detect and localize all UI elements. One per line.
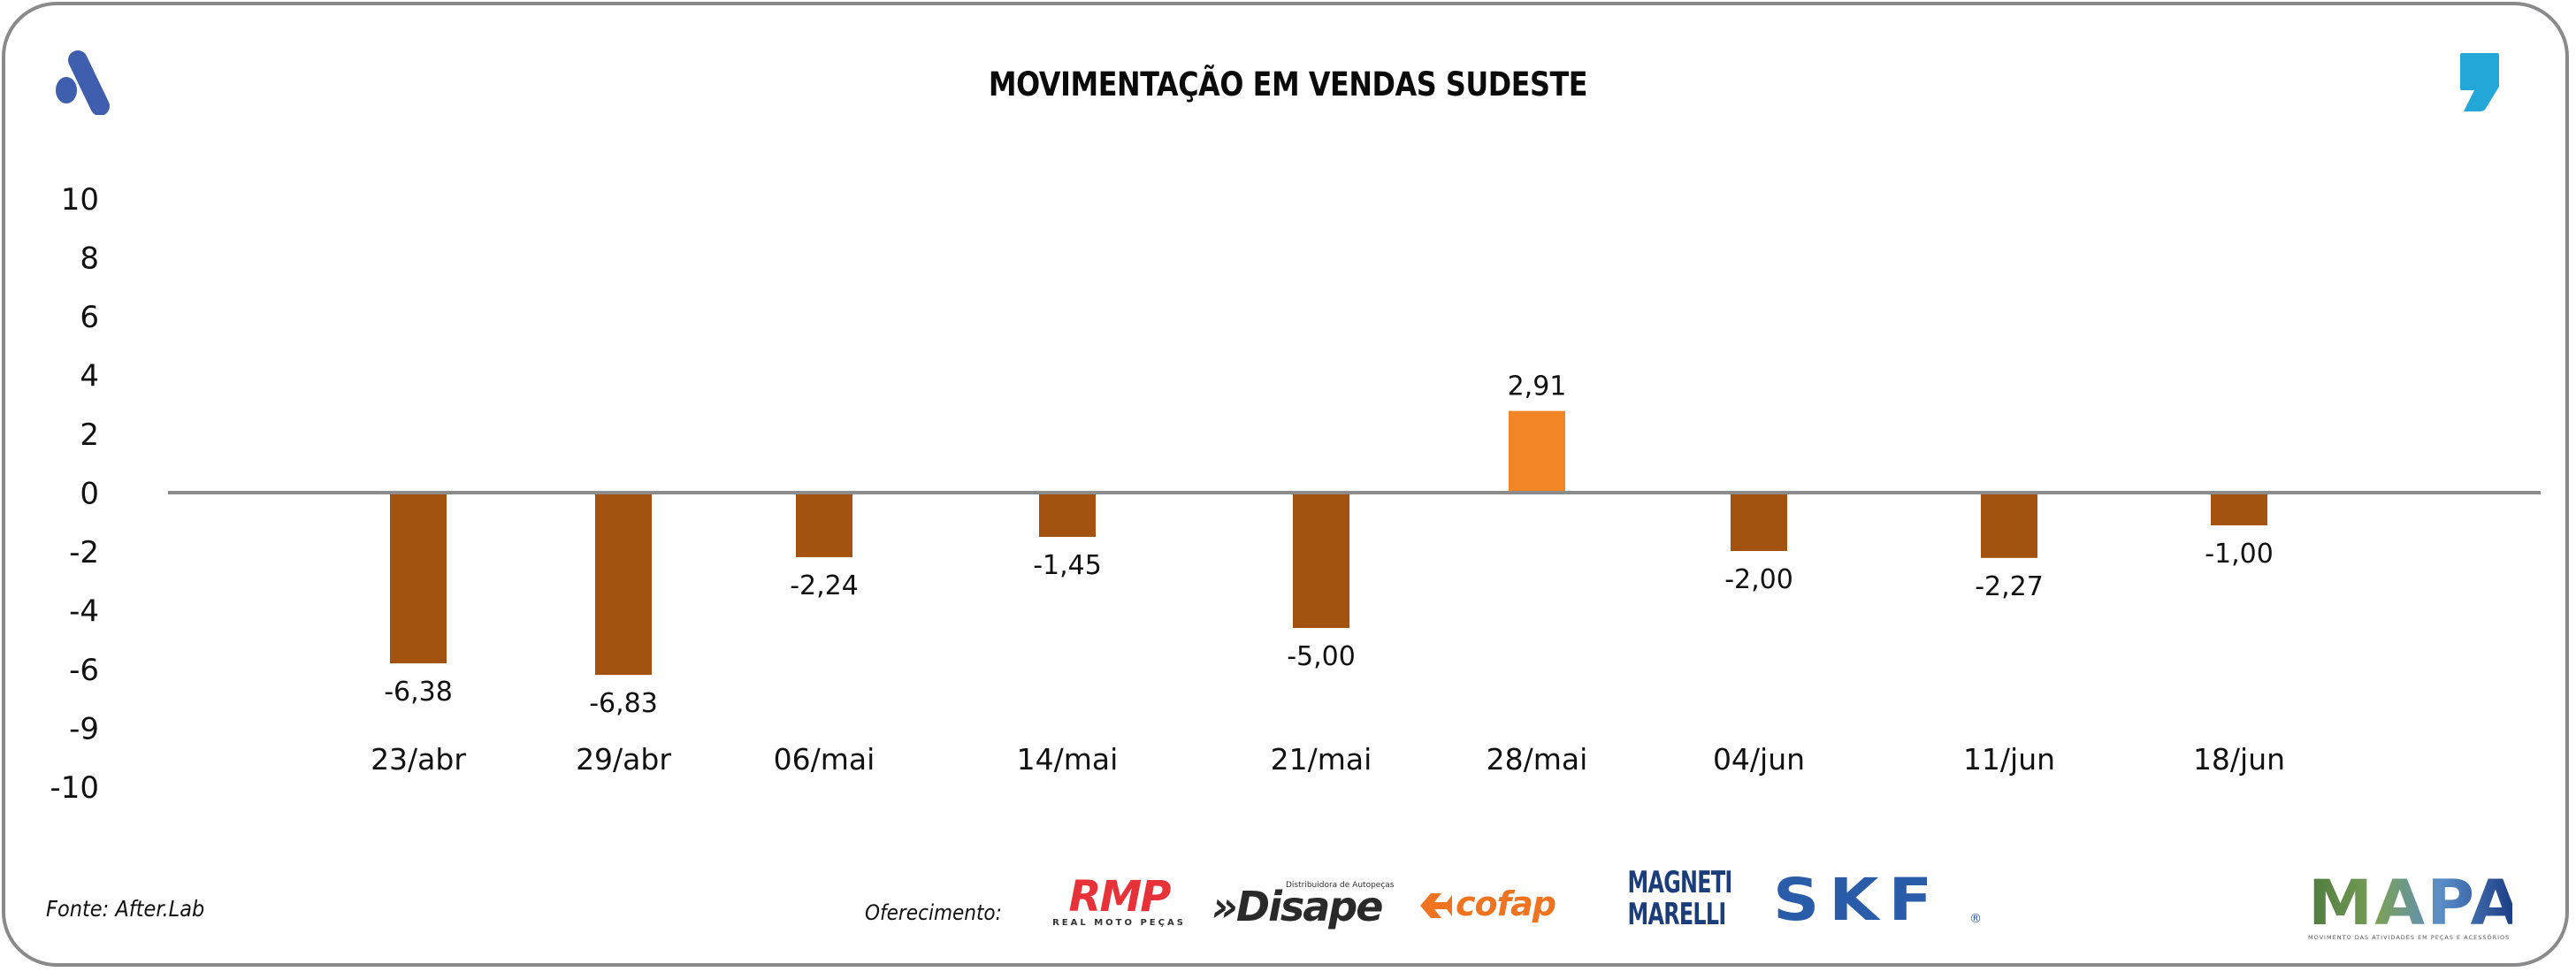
bar-06-mai: [796, 493, 852, 557]
chart-title: MOVIMENTAÇÃO EM VENDAS SUDESTE: [988, 65, 1588, 103]
bar-11-jun: [1981, 493, 2037, 558]
y-tick-label: 0: [80, 477, 99, 512]
x-tick-label: 18/jun: [2193, 742, 2285, 777]
sponsor-disape-logo: Distribuidora de Autopeças »Disape: [1212, 879, 1394, 932]
comma-logo-icon: [2460, 53, 2499, 111]
data-label: -2,24: [790, 570, 859, 601]
bar-14-mai: [1039, 493, 1096, 538]
x-tick-label: 23/abr: [371, 742, 466, 777]
y-tick-label: -4: [69, 594, 99, 630]
x-tick-label: 14/mai: [1017, 742, 1119, 777]
marelli-line: MARELLI: [1627, 897, 1727, 932]
sponsor-rmp-logo: RMP REAL MOTO PEÇAS: [1051, 872, 1188, 934]
x-tick-label: 21/mai: [1271, 742, 1372, 777]
sponsor-skf-logo: SKF ®: [1773, 866, 1985, 934]
y-tick-label: -2: [69, 535, 99, 570]
disape-tagline: Distribuidora de Autopeças: [1286, 881, 1395, 890]
bar-29-abr: [595, 493, 652, 676]
sponsor-cofap-logo: cofap: [1417, 884, 1594, 929]
bar-18-jun: [2211, 493, 2267, 525]
bar-04-jun: [1731, 493, 1787, 551]
y-tick-label: -9: [69, 712, 99, 747]
y-tick-label: 2: [80, 417, 99, 453]
rmp-wordmark: RMP: [1068, 872, 1172, 922]
y-tick-label: -6: [69, 653, 99, 688]
cofap-wordmark: cofap: [1456, 884, 1556, 923]
magneti-line: MAGNETI: [1627, 865, 1733, 900]
data-label: -5,00: [1287, 641, 1356, 672]
data-label: -6,83: [589, 688, 658, 719]
x-tick-label: 06/mai: [774, 742, 875, 777]
afterlab-logo-icon: [56, 50, 110, 115]
y-tick-label: 4: [80, 359, 99, 394]
y-tick-label: -10: [50, 770, 99, 806]
x-tick-label: 28/mai: [1487, 742, 1588, 777]
y-tick-label: 10: [61, 182, 99, 218]
mapa-tagline: MOVIMENTO DAS ATIVIDADES EM PEÇAS E ACES…: [2308, 934, 2511, 941]
skf-wordmark: SKF: [1773, 866, 1943, 934]
data-label: -6,38: [384, 677, 453, 708]
x-tick-label: 29/abr: [576, 742, 671, 777]
x-tick-label: 11/jun: [1963, 742, 2055, 777]
cofap-chevron-icon: [1420, 893, 1452, 918]
data-label: -2,27: [1975, 571, 2044, 602]
bar-21-mai: [1293, 493, 1349, 628]
source-note: Fonte: After.Lab: [46, 896, 205, 922]
bar-23-abr: [390, 493, 447, 664]
data-label: -1,45: [1033, 550, 1102, 581]
sponsor-label: Oferecimento:: [865, 900, 1002, 925]
rmp-tagline: REAL MOTO PEÇAS: [1052, 918, 1186, 928]
registered-mark: ®: [1969, 912, 1982, 926]
data-label: -2,00: [1724, 564, 1793, 595]
disape-wordmark: »Disape: [1212, 883, 1383, 930]
x-tick-label: 04/jun: [1713, 742, 1805, 777]
y-tick-label: 6: [80, 300, 99, 335]
bar-28-mai: [1509, 410, 1565, 493]
data-label: -1,00: [2205, 539, 2274, 570]
y-tick-label: 8: [80, 241, 99, 277]
data-label: 2,91: [1508, 371, 1567, 402]
mapa-logo: MAPA MOVIMENTO DAS ATIVIDADES EM PEÇAS E…: [2308, 872, 2520, 945]
sponsor-magneti-marelli-logo: MAGNETI MARELLI: [1608, 867, 1740, 938]
mapa-wordmark: MAPA: [2308, 867, 2523, 939]
